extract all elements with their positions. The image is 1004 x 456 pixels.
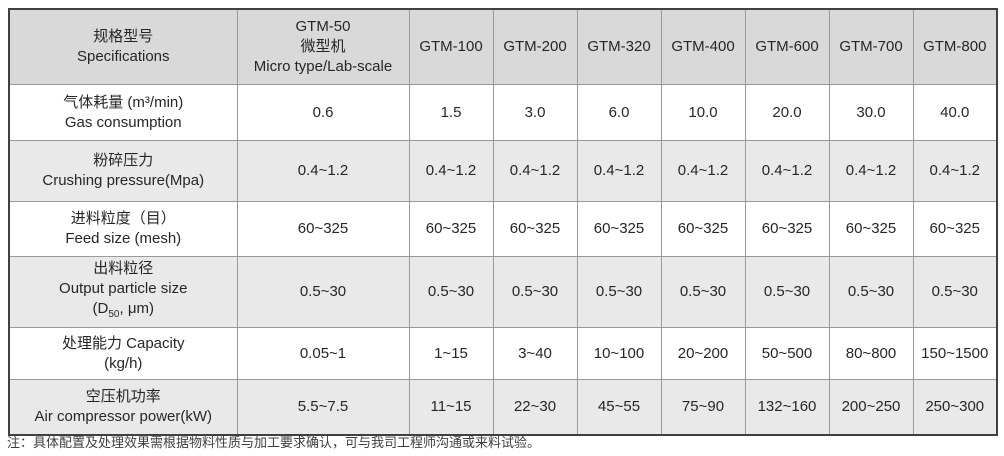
cell-capacity-gtm100: 1~15 xyxy=(408,327,494,380)
row-label-crushing-pressure: 粉碎压力 Crushing pressure(Mpa) xyxy=(8,140,238,202)
header-gtm-400: GTM-400 xyxy=(660,8,746,85)
cell-capacity-gtm320: 10~100 xyxy=(576,327,662,380)
header-gtm-700: GTM-700 xyxy=(828,8,914,85)
cell-feed-gtm100: 60~325 xyxy=(408,201,494,257)
row-feed-size: 进料粒度（目） Feed size (mesh) 60~325 60~325 6… xyxy=(8,201,998,257)
cell-power-gtm320: 45~55 xyxy=(576,379,662,436)
header-gtm-200: GTM-200 xyxy=(492,8,578,85)
cell-pressure-gtm600: 0.4~1.2 xyxy=(744,140,830,202)
header-gtm-50: GTM-50 微型机 Micro type/Lab-scale xyxy=(236,8,410,85)
row-label-air-compressor-power: 空压机功率 Air compressor power(kW) xyxy=(8,379,238,436)
cell-feed-gtm50: 60~325 xyxy=(236,201,410,257)
cell-gas-gtm320: 6.0 xyxy=(576,84,662,141)
header-gtm-600: GTM-600 xyxy=(744,8,830,85)
cell-pressure-gtm100: 0.4~1.2 xyxy=(408,140,494,202)
cell-gas-gtm700: 30.0 xyxy=(828,84,914,141)
cell-gas-gtm600: 20.0 xyxy=(744,84,830,141)
table-header-row: 规格型号 Specifications GTM-50 微型机 Micro typ… xyxy=(8,8,998,85)
header-gtm-50-en: Micro type/Lab-scale xyxy=(253,58,393,75)
cell-pressure-gtm800: 0.4~1.2 xyxy=(912,140,998,202)
row-air-compressor-power: 空压机功率 Air compressor power(kW) 5.5~7.5 1… xyxy=(8,379,998,436)
cell-output-gtm600: 0.5~30 xyxy=(744,256,830,328)
cell-power-gtm100: 11~15 xyxy=(408,379,494,436)
cell-output-gtm320: 0.5~30 xyxy=(576,256,662,328)
header-specifications-en: Specifications xyxy=(76,48,170,65)
header-gtm-320: GTM-320 xyxy=(576,8,662,85)
cell-capacity-gtm700: 80~800 xyxy=(828,327,914,380)
cell-output-gtm400: 0.5~30 xyxy=(660,256,746,328)
row-output-particle-size: 出料粒径 Output particle size (D50, μm) 0.5~… xyxy=(8,256,998,328)
specifications-table: 规格型号 Specifications GTM-50 微型机 Micro typ… xyxy=(8,8,998,436)
cell-output-gtm200: 0.5~30 xyxy=(492,256,578,328)
cell-feed-gtm400: 60~325 xyxy=(660,201,746,257)
header-gtm-100: GTM-100 xyxy=(408,8,494,85)
cell-power-gtm600: 132~160 xyxy=(744,379,830,436)
cell-capacity-gtm50: 0.05~1 xyxy=(236,327,410,380)
cell-output-gtm700: 0.5~30 xyxy=(828,256,914,328)
cell-output-gtm800: 0.5~30 xyxy=(912,256,998,328)
cell-pressure-gtm700: 0.4~1.2 xyxy=(828,140,914,202)
cell-pressure-gtm400: 0.4~1.2 xyxy=(660,140,746,202)
row-capacity: 处理能力 Capacity (kg/h) 0.05~1 1~15 3~40 10… xyxy=(8,327,998,380)
row-label-gas-consumption: 气体耗量 (m³/min) Gas consumption xyxy=(8,84,238,141)
cell-capacity-gtm800: 150~1500 xyxy=(912,327,998,380)
d50-subscript: 50 xyxy=(108,309,120,320)
cell-power-gtm200: 22~30 xyxy=(492,379,578,436)
row-gas-consumption: 气体耗量 (m³/min) Gas consumption 0.6 1.5 3.… xyxy=(8,84,998,141)
cell-feed-gtm600: 60~325 xyxy=(744,201,830,257)
cell-gas-gtm50: 0.6 xyxy=(236,84,410,141)
cell-power-gtm400: 75~90 xyxy=(660,379,746,436)
cell-capacity-gtm600: 50~500 xyxy=(744,327,830,380)
header-gtm-50-zh: 微型机 xyxy=(300,38,346,55)
cell-output-gtm100: 0.5~30 xyxy=(408,256,494,328)
cell-feed-gtm700: 60~325 xyxy=(828,201,914,257)
cell-power-gtm800: 250~300 xyxy=(912,379,998,436)
cell-power-gtm700: 200~250 xyxy=(828,379,914,436)
cell-feed-gtm800: 60~325 xyxy=(912,201,998,257)
cell-power-gtm50: 5.5~7.5 xyxy=(236,379,410,436)
cell-capacity-gtm400: 20~200 xyxy=(660,327,746,380)
cell-output-gtm50: 0.5~30 xyxy=(236,256,410,328)
cell-feed-gtm200: 60~325 xyxy=(492,201,578,257)
output-size-unit: (D50, μm) xyxy=(92,300,154,320)
cell-gas-gtm400: 10.0 xyxy=(660,84,746,141)
header-specifications: 规格型号 Specifications xyxy=(8,8,238,85)
header-specifications-zh: 规格型号 xyxy=(93,28,154,45)
cell-pressure-gtm50: 0.4~1.2 xyxy=(236,140,410,202)
header-gtm-50-model: GTM-50 xyxy=(295,18,351,35)
row-label-feed-size: 进料粒度（目） Feed size (mesh) xyxy=(8,201,238,257)
row-label-output-particle-size: 出料粒径 Output particle size (D50, μm) xyxy=(8,256,238,328)
cell-pressure-gtm200: 0.4~1.2 xyxy=(492,140,578,202)
cell-pressure-gtm320: 0.4~1.2 xyxy=(576,140,662,202)
cell-gas-gtm200: 3.0 xyxy=(492,84,578,141)
cell-gas-gtm100: 1.5 xyxy=(408,84,494,141)
header-gtm-800: GTM-800 xyxy=(912,8,998,85)
cell-gas-gtm800: 40.0 xyxy=(912,84,998,141)
row-label-capacity: 处理能力 Capacity (kg/h) xyxy=(8,327,238,380)
cell-feed-gtm320: 60~325 xyxy=(576,201,662,257)
cell-capacity-gtm200: 3~40 xyxy=(492,327,578,380)
footnote-text: 注：具体配置及处理效果需根据物料性质与加工要求确认，可与我司工程师沟通或来料试验… xyxy=(7,435,541,450)
row-crushing-pressure: 粉碎压力 Crushing pressure(Mpa) 0.4~1.2 0.4~… xyxy=(8,140,998,202)
